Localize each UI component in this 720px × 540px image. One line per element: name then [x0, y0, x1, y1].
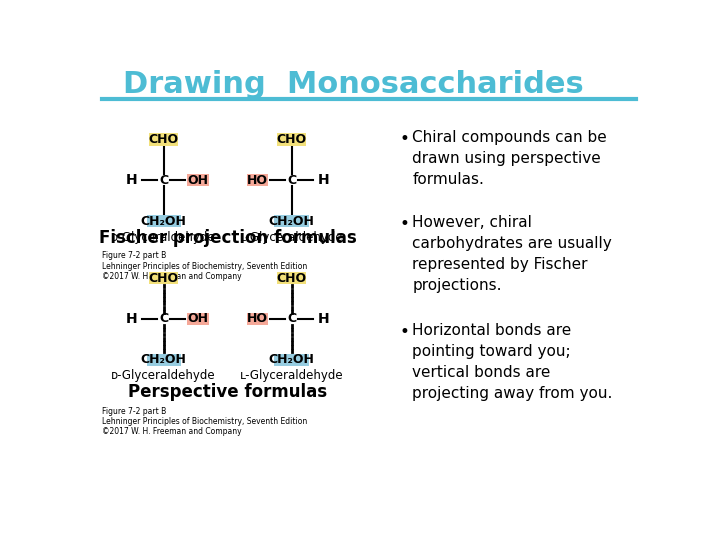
Text: OH: OH — [187, 313, 208, 326]
Text: •: • — [400, 130, 410, 148]
Text: C: C — [287, 174, 296, 187]
Text: CH₂OH: CH₂OH — [140, 214, 186, 228]
FancyBboxPatch shape — [274, 354, 309, 366]
Text: However, chiral
carbohydrates are usually
represented by Fischer
projections.: However, chiral carbohydrates are usuall… — [413, 215, 612, 293]
Text: CH₂OH: CH₂OH — [140, 353, 186, 366]
FancyBboxPatch shape — [246, 174, 269, 186]
Text: ᴅ-Glyceraldehyde: ᴅ-Glyceraldehyde — [112, 369, 216, 382]
Text: H: H — [318, 173, 330, 187]
FancyBboxPatch shape — [147, 215, 181, 227]
Text: Fischer projection formulas: Fischer projection formulas — [99, 229, 356, 247]
Text: Drawing  Monosaccharides: Drawing Monosaccharides — [123, 70, 584, 98]
Text: C: C — [159, 313, 168, 326]
Text: ʟ-Glyceraldehyde: ʟ-Glyceraldehyde — [240, 231, 343, 244]
Text: H: H — [126, 173, 138, 187]
FancyBboxPatch shape — [149, 272, 179, 284]
Text: CHO: CHO — [276, 272, 307, 285]
Text: CHO: CHO — [276, 133, 307, 146]
Text: OH: OH — [187, 174, 208, 187]
Text: C: C — [287, 313, 296, 326]
Text: ᴅ-Glyceraldehyde: ᴅ-Glyceraldehyde — [112, 231, 216, 244]
Text: Chiral compounds can be
drawn using perspective
formulas.: Chiral compounds can be drawn using pers… — [413, 130, 607, 187]
Text: CH₂OH: CH₂OH — [269, 214, 315, 228]
Text: CH₂OH: CH₂OH — [269, 353, 315, 366]
Text: HO: HO — [247, 313, 268, 326]
FancyBboxPatch shape — [187, 174, 209, 186]
FancyBboxPatch shape — [276, 272, 306, 284]
Text: Perspective formulas: Perspective formulas — [128, 383, 327, 401]
Text: Figure 7-2 part B
Lehninger Principles of Biochemistry, Seventh Edition
©2017 W.: Figure 7-2 part B Lehninger Principles o… — [102, 251, 307, 281]
Text: •: • — [400, 215, 410, 233]
Text: Horizontal bonds are
pointing toward you;
vertical bonds are
projecting away fro: Horizontal bonds are pointing toward you… — [413, 323, 613, 401]
Text: H: H — [126, 312, 138, 326]
Text: •: • — [400, 323, 410, 341]
FancyBboxPatch shape — [276, 133, 306, 146]
FancyBboxPatch shape — [246, 313, 269, 325]
Text: ʟ-Glyceraldehyde: ʟ-Glyceraldehyde — [240, 369, 343, 382]
Text: CHO: CHO — [148, 133, 179, 146]
Text: H: H — [318, 312, 330, 326]
FancyBboxPatch shape — [187, 313, 209, 325]
Text: Figure 7-2 part B
Lehninger Principles of Biochemistry, Seventh Edition
©2017 W.: Figure 7-2 part B Lehninger Principles o… — [102, 407, 307, 436]
Text: CHO: CHO — [148, 272, 179, 285]
FancyBboxPatch shape — [149, 133, 179, 146]
FancyBboxPatch shape — [274, 215, 309, 227]
FancyBboxPatch shape — [147, 354, 181, 366]
Text: C: C — [159, 174, 168, 187]
Text: HO: HO — [247, 174, 268, 187]
